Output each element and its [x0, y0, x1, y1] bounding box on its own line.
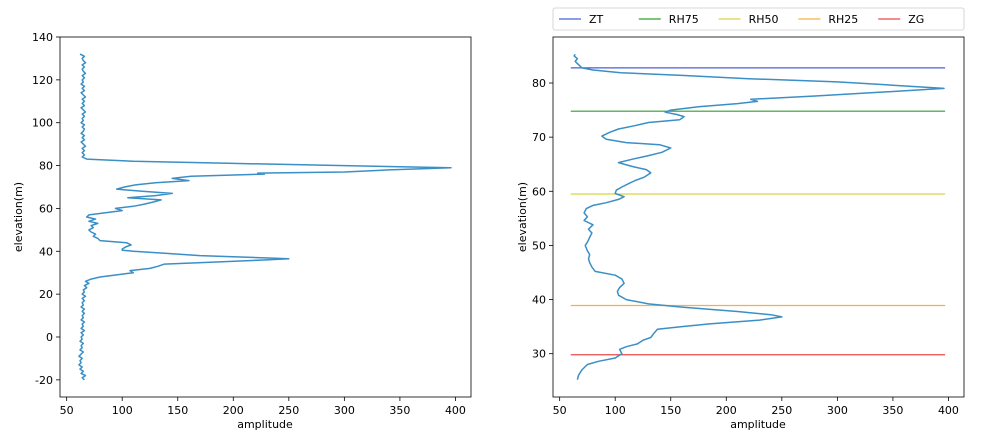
- left-y-axis: -20 0 20 40 60 80 100 120 140: [32, 31, 60, 387]
- left-x-axis: 50 100 150 200 250 300 350 400: [60, 397, 466, 417]
- left-series-group: [78, 53, 452, 381]
- right-series-group: [573, 53, 945, 380]
- legend: ZT RH75 RH50 RH25 ZG: [552, 7, 965, 31]
- right-x-tick-label: 350: [882, 404, 903, 417]
- left-y-tick-label: 0: [46, 331, 53, 344]
- left-y-tick-label: 80: [39, 160, 53, 173]
- right-series-line: [573, 53, 945, 380]
- legend-entry-zt: ZT: [559, 13, 604, 26]
- left-x-tick-label: 100: [112, 404, 133, 417]
- legend-entry-rh25: RH25: [798, 13, 858, 26]
- left-y-axis-label: elevation(m): [12, 182, 25, 252]
- legend-entry-rh75: RH75: [638, 13, 699, 26]
- right-x-tick-label: 250: [771, 404, 792, 417]
- left-y-tick-label: 40: [39, 245, 53, 258]
- left-x-tick-label: 300: [334, 404, 355, 417]
- legend-label: RH25: [828, 13, 858, 26]
- left-x-tick-label: 50: [60, 404, 74, 417]
- left-plot-frame: [59, 36, 472, 398]
- legend-label: ZG: [908, 13, 924, 26]
- legend-entries: ZT RH75 RH50 RH25 ZG: [559, 13, 924, 26]
- right-x-tick-label: 100: [605, 404, 626, 417]
- right-y-tick-label: 70: [532, 131, 546, 144]
- legend-label: ZT: [589, 13, 604, 26]
- left-plot: -20 0 20 40 60 80 100 120 140 50 100 150 200 250 300 3…: [12, 31, 472, 431]
- left-y-tick-label: 100: [32, 117, 53, 130]
- left-series-line: [78, 53, 452, 381]
- right-x-axis: 50 100 150 200 250 300 350 400: [553, 397, 959, 417]
- left-x-axis-label: amplitude: [237, 418, 293, 431]
- right-y-axis: 30 40 50 60 70 80: [532, 77, 553, 361]
- left-x-tick-label: 400: [445, 404, 466, 417]
- left-x-tick-label: 200: [223, 404, 244, 417]
- right-y-axis-label: elevation(m): [516, 182, 529, 252]
- left-y-tick-label: 120: [32, 74, 53, 87]
- left-y-tick-label: 60: [39, 202, 53, 215]
- right-x-tick-label: 50: [553, 404, 567, 417]
- legend-entry-zg: ZG: [878, 13, 924, 26]
- left-x-tick-label: 350: [389, 404, 410, 417]
- left-x-tick-label: 250: [278, 404, 299, 417]
- right-x-tick-label: 300: [827, 404, 848, 417]
- right-x-tick-label: 400: [938, 404, 959, 417]
- right-x-axis-label: amplitude: [730, 418, 786, 431]
- right-x-tick-label: 150: [660, 404, 681, 417]
- legend-entry-rh50: RH50: [718, 13, 779, 26]
- left-y-tick-label: 20: [39, 288, 53, 301]
- right-y-tick-label: 80: [532, 77, 546, 90]
- right-x-tick-label: 200: [716, 404, 737, 417]
- right-y-tick-label: 60: [532, 185, 546, 198]
- right-plot-frame: [552, 36, 965, 398]
- right-reference-lines: [570, 67, 946, 356]
- right-plot: 30 40 50 60 70 80 50 100 150 200 250 300 350 400 amp…: [516, 36, 965, 431]
- right-y-tick-label: 50: [532, 239, 546, 252]
- right-y-tick-label: 40: [532, 294, 546, 307]
- legend-label: RH75: [669, 13, 699, 26]
- legend-label: RH50: [749, 13, 779, 26]
- right-y-tick-label: 30: [532, 348, 546, 361]
- left-y-tick-label: 140: [32, 31, 53, 44]
- legend-frame: [552, 7, 965, 31]
- left-x-tick-label: 150: [167, 404, 188, 417]
- left-y-tick-label: -20: [35, 374, 53, 387]
